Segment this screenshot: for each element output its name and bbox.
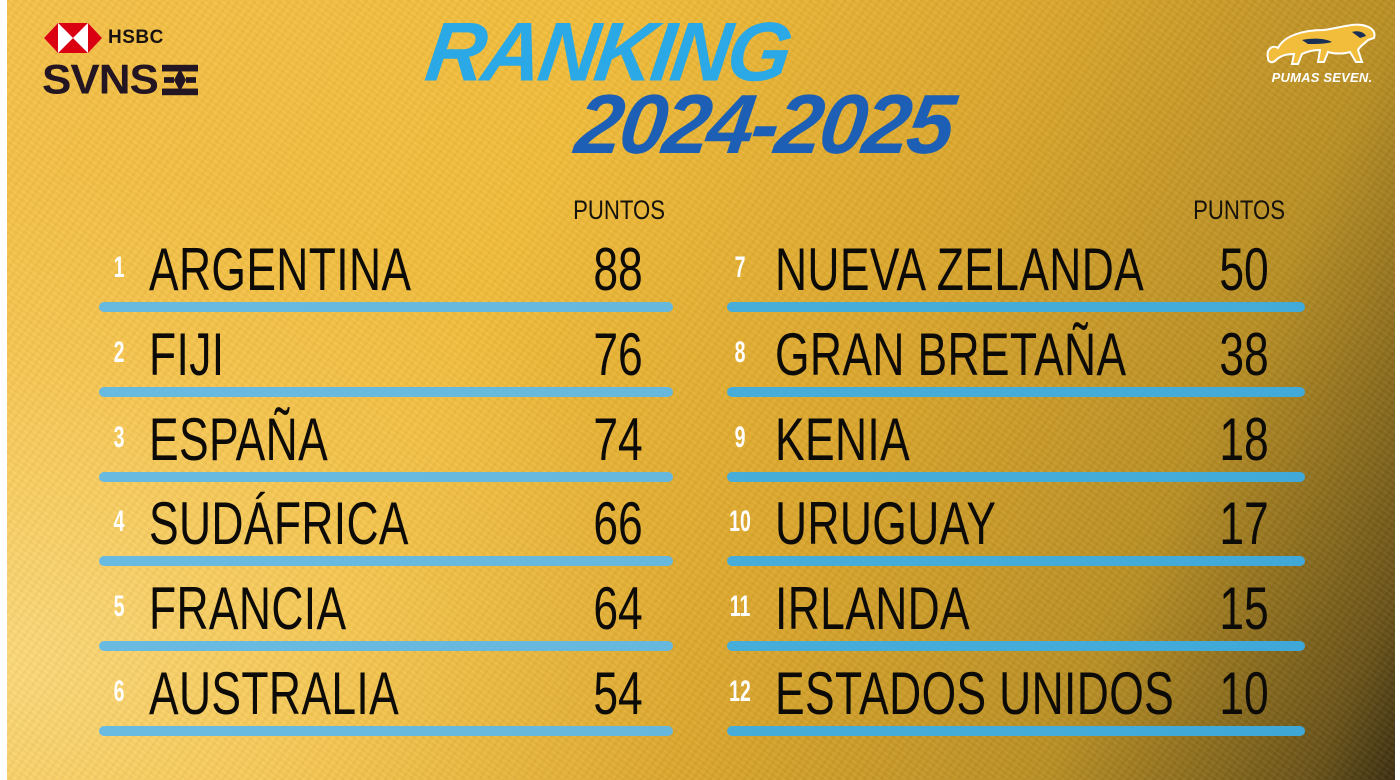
team-points: 54: [593, 660, 643, 727]
team-points: 74: [593, 406, 643, 473]
team-name: ARGENTINA: [149, 236, 412, 303]
row-divider: [727, 641, 1305, 651]
row-divider: [99, 556, 673, 566]
team-name: URUGUAY: [775, 490, 997, 557]
team-name: KENIA: [775, 406, 911, 473]
table-row: 6 AUSTRALIA 54: [93, 661, 673, 745]
points-header: PUNTOS: [1193, 195, 1285, 225]
team-name: IRLANDA: [775, 575, 971, 642]
rank-number: 12: [729, 675, 751, 708]
table-row: 7 NUEVA ZELANDA 50: [719, 236, 1305, 321]
rank-number: 7: [734, 251, 746, 284]
rank-number: 6: [113, 675, 125, 708]
rank-number: 9: [734, 421, 746, 454]
row-divider: [727, 472, 1305, 482]
row-divider: [727, 556, 1305, 566]
team-points: 38: [1219, 321, 1269, 388]
table-row: 2 FIJI 76: [93, 322, 673, 406]
team-points: 17: [1219, 490, 1269, 557]
title-season: 2024-2025: [570, 77, 959, 171]
row-divider: [99, 472, 673, 482]
team-points: 50: [1219, 236, 1269, 303]
table-row: 3 ESPAÑA 74: [93, 407, 673, 491]
table-row: 12 ESTADOS UNIDOS 10: [719, 660, 1305, 745]
svns-logo: SVNS: [42, 59, 200, 101]
row-divider: [727, 387, 1305, 397]
team-name: FIJI: [149, 321, 225, 388]
rank-number: 4: [113, 505, 125, 538]
hsbc-hexagon-icon: [44, 23, 102, 53]
team-name: ESPAÑA: [149, 406, 329, 473]
row-divider: [99, 302, 673, 312]
team-points: 10: [1219, 660, 1269, 727]
puma-icon: [1266, 23, 1376, 65]
row-divider: [99, 641, 673, 651]
table-row: 4 SUDÁFRICA 66: [93, 491, 673, 575]
row-divider: [727, 302, 1305, 312]
rank-number: 1: [113, 251, 125, 284]
team-name: FRANCIA: [149, 575, 347, 642]
rank-number: 3: [113, 421, 125, 454]
table-row: 1 ARGENTINA 88: [93, 237, 673, 321]
team-name: ESTADOS UNIDOS: [775, 660, 1175, 727]
team-name: AUSTRALIA: [149, 660, 400, 727]
team-points: 88: [593, 236, 643, 303]
rank-number: 5: [113, 590, 125, 623]
hsbc-logo: HSBC: [44, 23, 164, 53]
table-row: 10 URUGUAY 17: [719, 490, 1305, 575]
team-points: 66: [593, 490, 643, 557]
team-points: 76: [593, 321, 643, 388]
row-divider: [727, 726, 1305, 736]
table-row: 5 FRANCIA 64: [93, 576, 673, 660]
team-points: 64: [593, 575, 643, 642]
rank-number: 2: [113, 336, 125, 369]
row-divider: [99, 726, 673, 736]
team-name: GRAN BRETAÑA: [775, 321, 1127, 388]
team-points: 18: [1219, 406, 1269, 473]
svns-label: SVNS: [42, 56, 159, 103]
hsbc-label: HSBC: [108, 27, 164, 48]
table-row: 9 KENIA 18: [719, 406, 1305, 491]
rank-number: 11: [729, 590, 751, 623]
table-row: 11 IRLANDA 15: [719, 575, 1305, 660]
team-name: NUEVA ZELANDA: [775, 236, 1145, 303]
team-name: SUDÁFRICA: [149, 490, 409, 557]
pumas-label: PUMAS SEVEN.: [1271, 70, 1373, 85]
rank-number: 10: [729, 505, 751, 538]
pumas-seven-logo: PUMAS SEVEN.: [1257, 14, 1387, 85]
team-points: 15: [1219, 575, 1269, 642]
points-header: PUNTOS: [573, 195, 665, 225]
row-divider: [99, 387, 673, 397]
svns-star-icon: [161, 64, 198, 96]
table-row: 8 GRAN BRETAÑA 38: [719, 321, 1305, 406]
ranking-graphic: HSBC SVNS PUMAS SEVEN. RANKING 2024-2025…: [7, 0, 1395, 780]
rank-number: 8: [734, 336, 746, 369]
